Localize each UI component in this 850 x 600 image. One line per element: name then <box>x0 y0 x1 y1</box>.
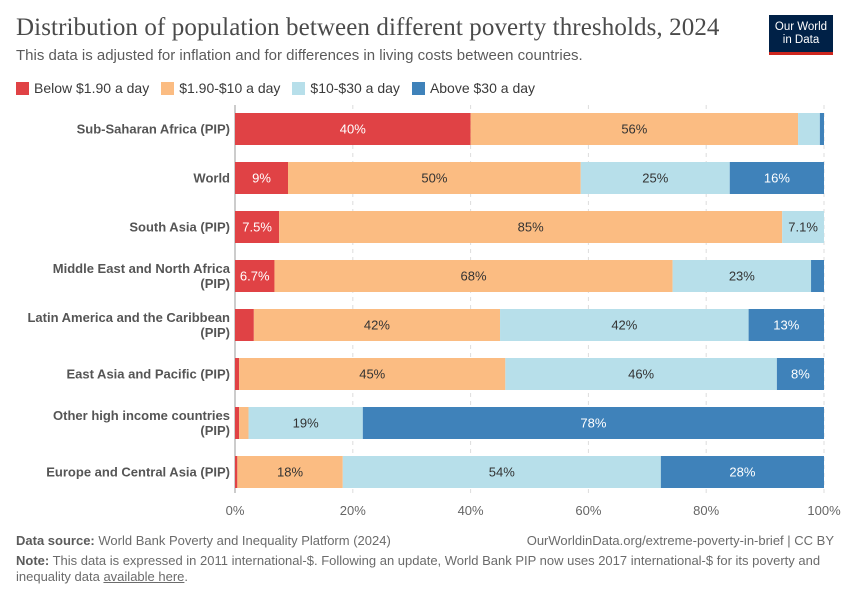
chart-title: Distribution of population between diffe… <box>16 14 720 41</box>
data-label: 9% <box>252 171 271 186</box>
x-tick-label: 20% <box>340 503 366 518</box>
bar-segment <box>580 162 730 194</box>
data-label: 19% <box>293 416 319 431</box>
legend-item-below-1-90[interactable]: Below $1.90 a day <box>16 80 149 96</box>
bar-segment <box>798 113 820 145</box>
data-label: 8% <box>791 367 810 382</box>
source-label: Data source: <box>16 533 95 548</box>
legend-item-above-30[interactable]: Above $30 a day <box>411 80 536 96</box>
source-url[interactable]: OurWorldinData.org/extreme-poverty-in-br… <box>526 533 834 548</box>
legend-item-10-to-30[interactable]: $10-$30 a day <box>292 80 400 96</box>
legend: Below $1.90 a day $1.90-$10 a day $10-$3… <box>16 80 547 96</box>
bar-segment <box>237 456 343 488</box>
bar-segment <box>239 407 249 439</box>
data-label: 54% <box>489 465 515 480</box>
legend-swatch <box>411 81 425 95</box>
data-label: 85% <box>518 220 544 235</box>
category-label: South Asia (PIP) <box>129 220 230 235</box>
data-label: 56% <box>621 122 647 137</box>
bar-segment <box>288 162 581 194</box>
x-tick-label: 80% <box>693 503 719 518</box>
bar-segment <box>729 162 824 194</box>
bar-segment <box>248 407 363 439</box>
legend-swatch <box>292 81 306 95</box>
data-label: 50% <box>421 171 447 186</box>
logo-line-2: in Data <box>782 33 820 46</box>
x-tick-label: 40% <box>458 503 484 518</box>
data-label: 78% <box>580 416 606 431</box>
bar-segment <box>660 456 824 488</box>
stacked-bar-chart: 0% 20% 40% 60% 80% 100% Sub-Saharan Africa (PI… <box>27 105 841 518</box>
source-text: World Bank Poverty and Inequality Platfo… <box>98 533 391 548</box>
bar-segment <box>235 358 240 390</box>
bar-segment <box>505 358 777 390</box>
x-tick-label: 0% <box>226 503 245 518</box>
bar-segment <box>235 456 238 488</box>
category-label: Sub-Saharan Africa (PIP) <box>77 122 230 137</box>
data-label: 40% <box>340 122 366 137</box>
note-link[interactable]: available here <box>103 569 185 584</box>
data-source: Data source: World Bank Poverty and Ineq… <box>16 533 391 548</box>
bar-segment <box>235 162 289 194</box>
bar-segment <box>362 407 824 439</box>
bar-segment <box>239 358 506 390</box>
data-label: 25% <box>642 171 668 186</box>
bar-segment <box>470 113 799 145</box>
data-label: 28% <box>729 465 755 480</box>
category-label: World <box>193 171 230 186</box>
legend-label: $1.90-$10 a day <box>179 80 281 96</box>
note-end: . <box>184 569 189 584</box>
legend-swatch <box>16 81 29 95</box>
data-label: 6.7% <box>240 269 270 284</box>
bar-segment <box>782 211 824 243</box>
bar-segment <box>253 309 501 341</box>
bar-segment <box>500 309 749 341</box>
legend-swatch <box>161 81 175 95</box>
category-label: Latin America and the Caribbean (PIP) <box>27 310 230 340</box>
bar-segment <box>274 260 673 292</box>
legend-label: $10-$30 a day <box>310 80 400 96</box>
x-tick-label: 60% <box>575 503 601 518</box>
data-label: 42% <box>364 318 390 333</box>
bar-segment <box>811 260 824 292</box>
owid-logo[interactable]: Our World in Data <box>769 15 833 55</box>
data-label: 46% <box>628 367 654 382</box>
bar-segment <box>235 407 240 439</box>
bar-segment <box>672 260 812 292</box>
bar-segment <box>342 456 661 488</box>
data-label: 16% <box>764 171 790 186</box>
data-label: 7.5% <box>242 220 272 235</box>
category-label: East Asia and Pacific (PIP) <box>66 367 230 382</box>
bar-segment <box>819 113 824 145</box>
category-label: Other high income countries (PIP) <box>53 408 230 438</box>
data-label: 42% <box>611 318 637 333</box>
bar-segment <box>235 113 471 145</box>
data-label: 13% <box>773 318 799 333</box>
note: Note: This data is expressed in 2011 int… <box>16 553 836 585</box>
data-label: 23% <box>729 269 755 284</box>
bar-segment <box>776 358 824 390</box>
category-label: Middle East and North Africa (PIP) <box>53 261 231 291</box>
bar-segment <box>279 211 783 243</box>
legend-item-1-90-to-10[interactable]: $1.90-$10 a day <box>161 80 280 96</box>
legend-label: Below $1.90 a day <box>34 80 150 96</box>
data-label: 18% <box>277 465 303 480</box>
note-label: Note: <box>16 553 50 568</box>
bar-segment <box>748 309 824 341</box>
data-label: 7.1% <box>788 220 818 235</box>
legend-label: Above $30 a day <box>429 80 536 96</box>
x-tick-label: 100% <box>807 503 841 518</box>
bar-segment <box>235 309 254 341</box>
data-label: 68% <box>461 269 487 284</box>
chart-subtitle: This data is adjusted for inflation and … <box>16 47 583 64</box>
logo-line-1: Our World <box>774 20 828 33</box>
bar-segment <box>235 260 275 292</box>
bar-segment <box>235 211 280 243</box>
category-label: Europe and Central Asia (PIP) <box>46 465 230 480</box>
data-label: 45% <box>359 367 385 382</box>
note-text: This data is expressed in 2011 internati… <box>16 553 821 584</box>
